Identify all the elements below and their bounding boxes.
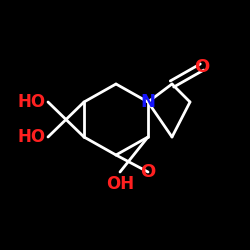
Text: O: O	[194, 58, 210, 76]
Text: O: O	[140, 163, 156, 181]
Text: HO: HO	[18, 93, 46, 111]
Text: OH: OH	[106, 175, 134, 193]
Text: N: N	[140, 93, 156, 111]
Text: HO: HO	[18, 128, 46, 146]
